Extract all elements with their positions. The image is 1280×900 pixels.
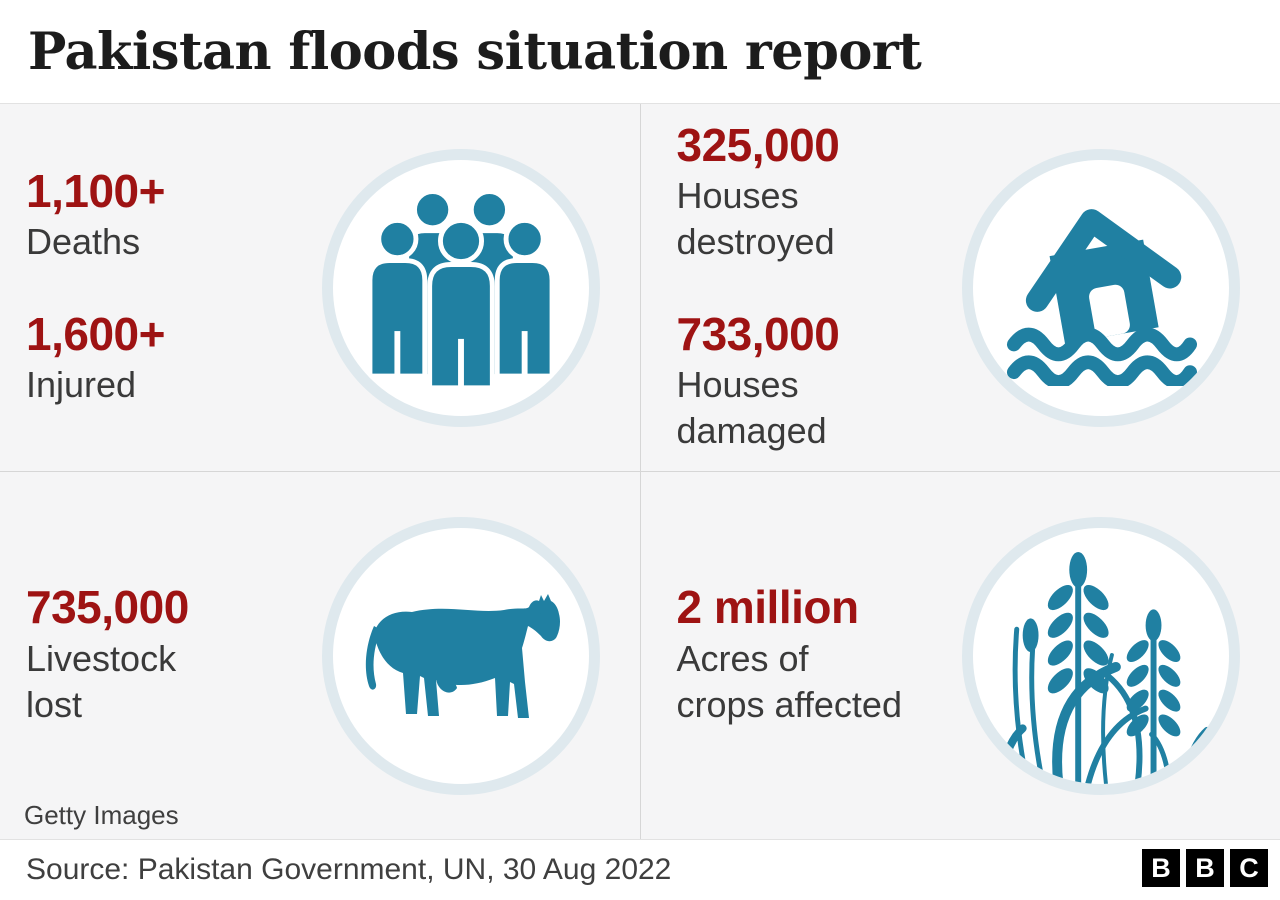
quadrant-casualties: 1,100+ Deaths 1,600+ Injured	[0, 104, 640, 471]
livestock-stats: 735,000 Livestock lost	[26, 583, 322, 727]
stat-houses-damaged: 733,000 Houses damaged	[676, 307, 963, 454]
stat-label-injured: Injured	[26, 363, 137, 405]
quadrant-livestock: 735,000 Livestock lost Getty Images	[0, 472, 640, 839]
stat-value-injured: 1,600+	[26, 307, 165, 360]
footer: Source: Pakistan Government, UN, 30 Aug …	[0, 840, 1280, 900]
stats-grid: 1,100+ Deaths 1,600+ Injured	[0, 103, 1280, 840]
stat-label-crops: Acres of crops affected	[676, 637, 902, 725]
bbc-logo-block-1: B	[1142, 849, 1180, 887]
stat-crops: 2 million Acres of crops affected	[677, 583, 963, 727]
wheat-crops-icon-circle	[962, 516, 1240, 795]
wheat-crops-icon	[996, 551, 1211, 784]
quadrant-houses: 325,000 Houses destroyed 733,000 Houses …	[640, 104, 1280, 471]
page-title: Pakistan floods situation report	[28, 21, 922, 82]
flooded-house-icon	[1006, 208, 1198, 386]
cow-icon-circle	[321, 516, 600, 795]
people-group-icon-circle	[321, 148, 600, 427]
crops-stats: 2 million Acres of crops affected	[677, 583, 963, 727]
stat-value-crops: 2 million	[676, 581, 860, 634]
header: Pakistan floods situation report	[0, 0, 1280, 103]
stat-livestock: 735,000 Livestock lost	[26, 583, 322, 727]
bbc-logo: B B C	[1142, 849, 1268, 887]
stat-value-livestock: 735,000	[26, 581, 189, 634]
stat-label-livestock: Livestock lost	[26, 637, 177, 725]
bbc-logo-block-2: B	[1186, 849, 1224, 887]
stat-value-deaths: 1,100+	[26, 165, 165, 218]
stat-label-houses-destroyed: Houses destroyed	[676, 175, 835, 263]
bbc-logo-block-3: C	[1230, 849, 1268, 887]
image-credit: Getty Images	[24, 800, 179, 830]
houses-stats: 325,000 Houses destroyed 733,000 Houses …	[677, 121, 963, 454]
stat-label-houses-damaged: Houses damaged	[676, 363, 827, 451]
casualties-stats: 1,100+ Deaths 1,600+ Injured	[26, 167, 322, 408]
stat-value-houses-destroyed: 325,000	[676, 119, 840, 172]
flooded-house-icon-circle	[962, 148, 1240, 427]
stat-value-houses-damaged: 733,000	[676, 307, 840, 360]
stat-houses-destroyed: 325,000 Houses destroyed	[677, 121, 963, 265]
stat-label-deaths: Deaths	[26, 221, 141, 263]
stat-deaths: 1,100+ Deaths	[26, 167, 322, 265]
quadrant-crops: 2 million Acres of crops affected	[640, 472, 1280, 839]
people-group-icon	[367, 189, 554, 390]
cow-icon	[365, 593, 560, 718]
source-text: Source: Pakistan Government, UN, 30 Aug …	[26, 853, 672, 886]
stat-injured: 1,600+ Injured	[26, 307, 322, 408]
